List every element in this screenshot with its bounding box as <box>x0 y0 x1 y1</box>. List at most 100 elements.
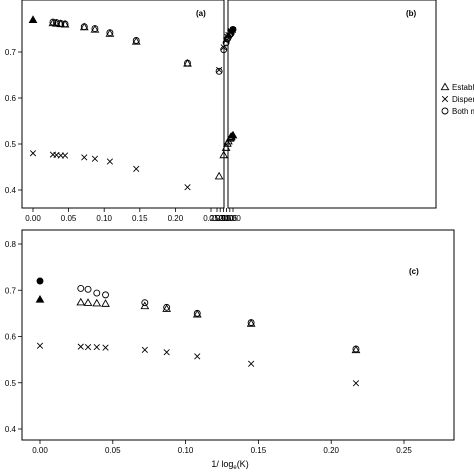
legend-label-both-morphs: Both morp <box>452 107 474 116</box>
data-point-triangle <box>90 24 100 33</box>
data-point-triangle <box>131 36 141 45</box>
data-point-triangle <box>219 150 229 159</box>
data-point-cross <box>93 344 100 351</box>
data-point-circle <box>36 277 44 285</box>
data-point-circle <box>132 37 140 44</box>
panel-frame <box>21 0 225 209</box>
data-point-triangle <box>140 301 150 310</box>
x-tick-label: 0.10 <box>96 214 112 223</box>
x-tick-label: 0.20 <box>323 446 339 455</box>
data-point-circle <box>93 289 101 297</box>
x-tick-label: 0.05 <box>61 214 77 223</box>
legend-cross-marker <box>441 95 449 103</box>
series-triangle <box>214 130 238 180</box>
data-point-cross <box>141 346 148 354</box>
y-tick-label: 0.4 <box>5 186 17 195</box>
data-point-cross <box>61 152 69 159</box>
series-triangle <box>35 294 361 354</box>
x-tick-label: 0.10 <box>219 214 235 223</box>
series-circle <box>49 18 191 67</box>
x-tick-label: 0.00 <box>225 214 241 223</box>
data-point-cross <box>81 154 88 161</box>
x-tick-label: 0.15 <box>216 214 232 223</box>
data-point-triangle <box>214 171 224 180</box>
x-tick-label: 0.25 <box>203 214 219 223</box>
x-tick-label: 0.10 <box>178 446 194 455</box>
data-point-cross <box>352 380 360 387</box>
data-point-circle <box>222 39 230 47</box>
x-tick-label: 0.25 <box>396 446 412 455</box>
panel-label: (b) <box>406 9 417 18</box>
data-point-triangle <box>76 297 86 306</box>
series-circle <box>215 26 237 75</box>
legend-item-establishers: Establishe <box>440 82 474 92</box>
data-point-circle <box>141 299 149 307</box>
y-tick-label: 0.7 <box>5 48 17 57</box>
data-point-triangle <box>105 29 115 37</box>
data-point-circle <box>57 20 65 27</box>
data-point-circle <box>184 59 191 67</box>
legend-label-dispersers: Dispersers <box>452 95 474 104</box>
data-point-cross <box>215 66 223 74</box>
panel-frame <box>21 229 455 441</box>
data-point-triangle <box>221 143 231 151</box>
legend-label-establishers: Establishe <box>452 83 474 92</box>
data-point-circle <box>106 29 114 37</box>
data-point-cross <box>29 150 37 157</box>
data-point-cross <box>77 343 84 350</box>
data-point-cross <box>91 155 99 162</box>
panel-b: (b) 0.000.050.100.150.200.25 <box>209 0 437 223</box>
legend-item-dispersers: Dispersers <box>441 95 474 104</box>
data-point-cross <box>248 360 255 367</box>
data-point-triangle <box>92 298 102 307</box>
legend-triangle-marker-glyph <box>440 82 450 91</box>
y-tick-label: 0.6 <box>5 333 17 342</box>
y-tick-label: 0.6 <box>5 94 17 103</box>
x-tick-label: 0.25 <box>209 214 225 223</box>
data-point-triangle <box>162 304 172 312</box>
panel-label: (c) <box>409 267 419 276</box>
data-point-circle <box>223 35 231 43</box>
x-tick-label: 0.05 <box>105 446 121 455</box>
series-circle <box>36 277 360 353</box>
data-point-circle <box>102 291 109 299</box>
data-point-cross <box>106 158 114 165</box>
data-point-triangle <box>35 294 45 303</box>
data-point-cross <box>163 349 170 356</box>
x-tick-label: 0.00 <box>32 446 48 455</box>
panel-frame <box>227 0 437 209</box>
legend: Establishe Dispersers Both morp <box>440 82 474 116</box>
data-point-circle <box>84 285 92 293</box>
legend-item-both-morphs: Both morp <box>441 107 474 116</box>
data-point-cross <box>184 184 191 191</box>
x-tick-label: 0.00 <box>25 214 41 223</box>
y-tick-label: 0.5 <box>5 379 17 388</box>
x-tick-label: 0.05 <box>222 214 238 223</box>
legend-circle-marker-glyph <box>441 107 449 115</box>
y-tick-label: 0.7 <box>5 286 17 295</box>
data-point-circle <box>80 23 88 31</box>
data-point-circle <box>53 19 60 27</box>
data-point-circle <box>77 284 85 292</box>
series-triangle <box>28 15 192 67</box>
panel-a: (a)0.00 0.05 0.10 0.15 0.20 0.250.40.50.60.7 <box>5 0 225 223</box>
data-point-triangle <box>52 18 61 27</box>
data-point-cross <box>102 344 109 351</box>
x-axis-label: 1/ loge(K) <box>211 459 248 471</box>
data-point-triangle <box>351 345 361 354</box>
data-point-triangle <box>83 298 93 306</box>
data-point-circle <box>49 18 57 26</box>
data-point-circle <box>220 46 228 54</box>
data-point-triangle <box>28 15 38 23</box>
x-tick-label: 0.15 <box>132 214 148 223</box>
series-cross <box>29 150 191 191</box>
y-tick-label: 0.8 <box>5 240 17 249</box>
series-cross <box>36 342 360 387</box>
data-point-circle <box>215 67 223 75</box>
data-point-triangle <box>192 309 202 318</box>
legend-triangle-marker <box>440 82 450 91</box>
y-tick-label: 0.4 <box>5 425 17 434</box>
panel-c: (c) 0.00 0.05 0.10 0.15 0.20 0.25 0.4 0.5 0.6 0.7 0… <box>5 229 455 455</box>
data-point-cross <box>194 353 201 360</box>
